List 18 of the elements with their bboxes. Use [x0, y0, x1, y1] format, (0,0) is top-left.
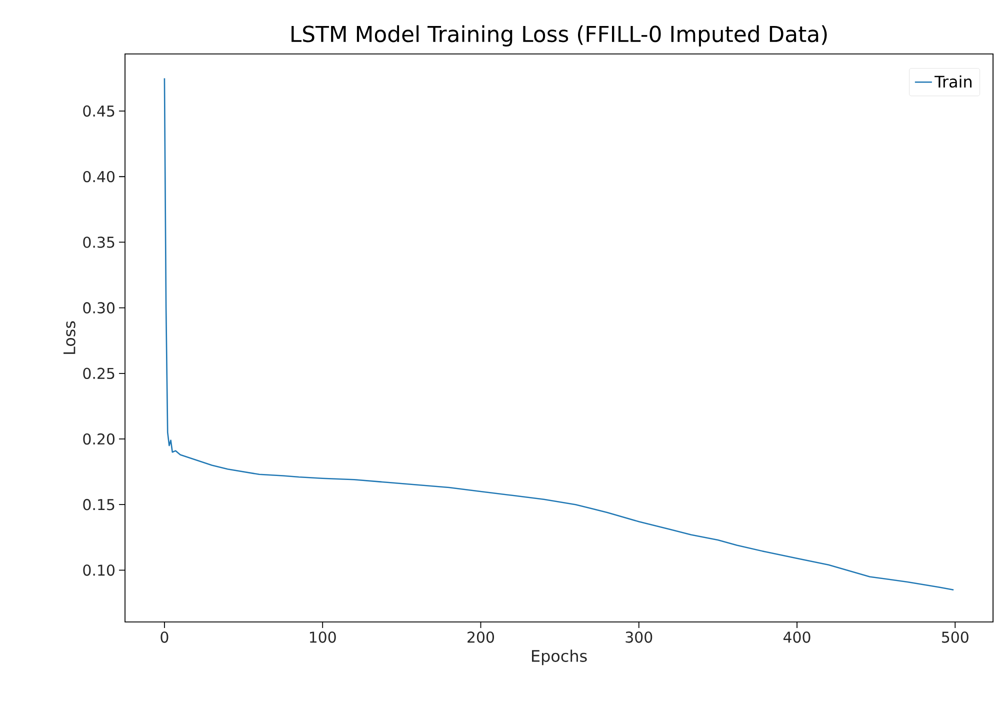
- legend-label: Train: [934, 75, 972, 88]
- y-tick-label: 0.40: [83, 170, 114, 182]
- y-tick-label: 0.20: [83, 433, 114, 445]
- y-tick-label: 0.25: [83, 368, 114, 380]
- x-tick-label: 0: [160, 632, 168, 643]
- x-tick-label: 100: [310, 632, 336, 643]
- y-tick-label: 0.15: [83, 498, 114, 510]
- y-tick-label: 0.45: [83, 105, 114, 117]
- x-tick-label: 200: [468, 632, 494, 643]
- x-axis-title: Epochs: [532, 650, 587, 666]
- x-tick-label: 300: [626, 632, 652, 643]
- y-axis-title: Loss: [64, 321, 76, 354]
- chart-title: LSTM Model Training Loss (FFILL-0 Imputed Data): [292, 25, 827, 46]
- x-tick-label: 500: [942, 632, 968, 643]
- x-tick-label: 400: [783, 632, 810, 643]
- y-tick-label: 0.30: [83, 302, 114, 314]
- y-tick-label: 0.10: [83, 564, 114, 576]
- y-tick-label: 0.35: [83, 236, 114, 248]
